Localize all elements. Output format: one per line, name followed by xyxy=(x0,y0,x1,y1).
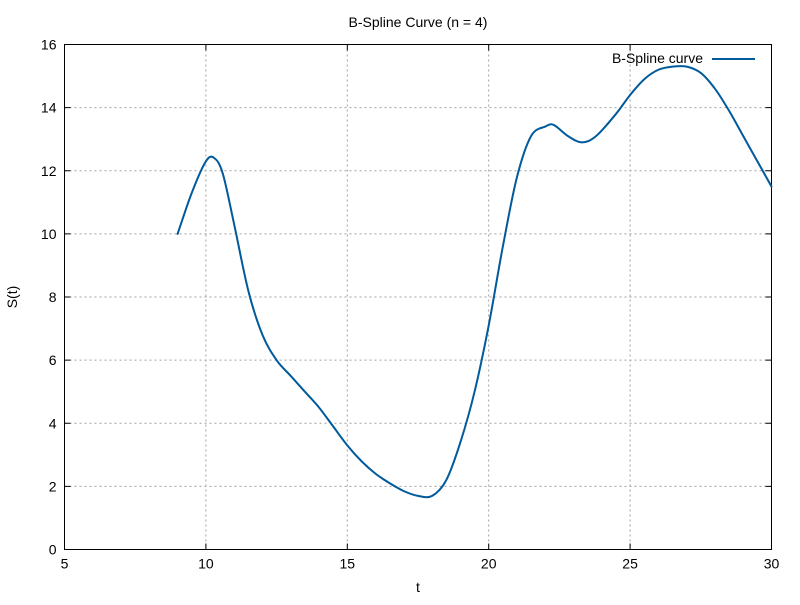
y-tick-label: 0 xyxy=(49,542,57,558)
x-tick-label: 25 xyxy=(622,556,638,572)
x-tick-label: 5 xyxy=(61,556,69,572)
y-tick-label: 4 xyxy=(49,415,57,431)
y-tick-label: 6 xyxy=(49,352,57,368)
y-tick-label: 10 xyxy=(41,226,57,242)
x-tick-label: 30 xyxy=(764,556,780,572)
x-axis-label: t xyxy=(416,579,420,595)
axis-ticks: 5 10 15 20 25 30 0 2 4 6 8 10 12 14 16 xyxy=(41,37,780,572)
legend-label-b-spline: B-Spline curve xyxy=(612,50,703,66)
y-tick-label: 2 xyxy=(49,478,57,494)
y-tick-label: 8 xyxy=(49,289,57,305)
legend: B-Spline curve xyxy=(612,50,755,66)
x-tick-label: 20 xyxy=(481,556,497,572)
x-tick-label: 10 xyxy=(198,556,214,572)
x-tick-label: 15 xyxy=(340,556,356,572)
y-tick-label: 12 xyxy=(41,163,57,179)
y-tick-label: 16 xyxy=(41,37,57,53)
y-axis-label: S(t) xyxy=(4,286,20,309)
grid-lines xyxy=(64,44,772,550)
y-tick-label: 14 xyxy=(41,100,57,116)
series-line-b-spline xyxy=(176,64,773,499)
chart-title: B-Spline Curve (n = 4) xyxy=(349,14,488,30)
